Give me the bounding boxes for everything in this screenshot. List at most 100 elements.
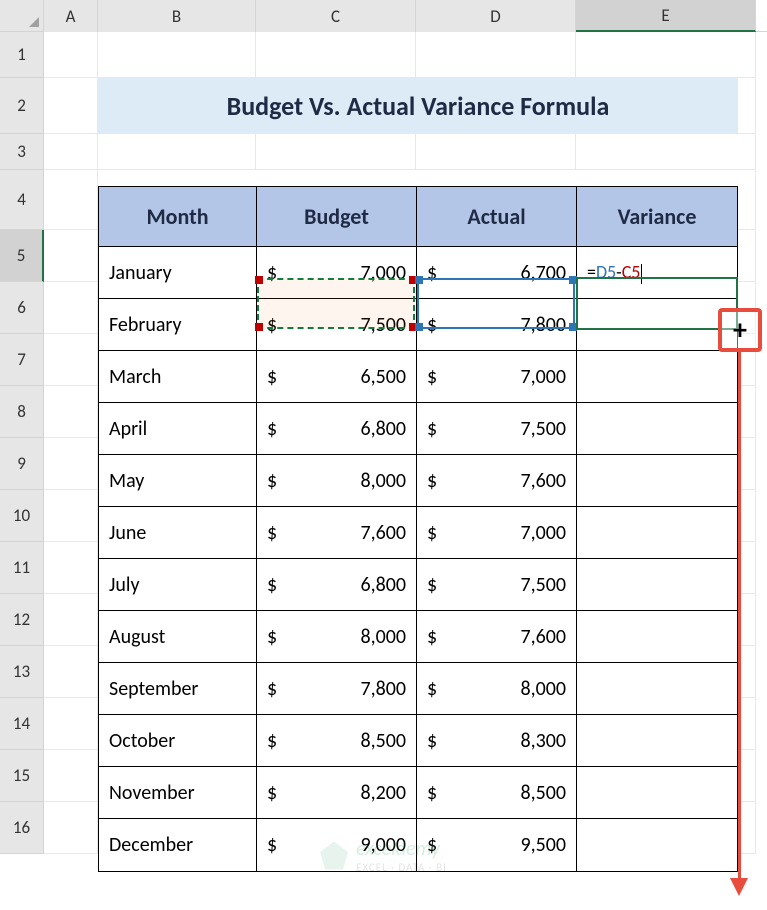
cell-variance[interactable] — [577, 403, 737, 455]
select-all-corner[interactable] — [0, 0, 44, 32]
cell-budget[interactable]: $7,800 — [257, 663, 417, 715]
col-header-E[interactable]: E — [576, 0, 756, 32]
cell-actual[interactable]: $7,000 — [417, 507, 577, 559]
row-header-7[interactable]: 7 — [0, 334, 44, 386]
cell-A4[interactable] — [44, 170, 98, 230]
cell-A7[interactable] — [44, 334, 98, 386]
cell-actual[interactable]: $6,700 — [417, 247, 577, 299]
cell-month[interactable]: January — [99, 247, 257, 299]
fill-handle-icon[interactable]: + — [733, 316, 747, 344]
cell-budget[interactable]: $7,000 — [257, 247, 417, 299]
cell-A16[interactable] — [44, 802, 98, 854]
cell-variance[interactable] — [577, 507, 737, 559]
cell-variance[interactable] — [577, 715, 737, 767]
row-header-10[interactable]: 10 — [0, 490, 44, 542]
cell-month[interactable]: August — [99, 611, 257, 663]
row-header-16[interactable]: 16 — [0, 802, 44, 854]
cell-actual[interactable]: $7,500 — [417, 403, 577, 455]
header-actual[interactable]: Actual — [417, 187, 577, 247]
cell-budget[interactable]: $8,500 — [257, 715, 417, 767]
row-header-14[interactable]: 14 — [0, 698, 44, 750]
col-header-A[interactable]: A — [44, 0, 98, 32]
row-header-6[interactable]: 6 — [0, 282, 44, 334]
cell-A3[interactable] — [44, 134, 98, 170]
cell-month[interactable]: May — [99, 455, 257, 507]
cell-A8[interactable] — [44, 386, 98, 438]
col-header-C[interactable]: C — [256, 0, 416, 32]
row-header-2[interactable]: 2 — [0, 78, 44, 134]
cell-variance[interactable] — [577, 351, 737, 403]
row-header-5[interactable]: 5 — [0, 230, 44, 282]
cell-month[interactable]: April — [99, 403, 257, 455]
cell-A10[interactable] — [44, 490, 98, 542]
cell-variance[interactable] — [577, 455, 737, 507]
header-month[interactable]: Month — [99, 187, 257, 247]
watermark-tagline: EXCEL · DATA · BI — [356, 861, 447, 874]
row-header-11[interactable]: 11 — [0, 542, 44, 594]
cell-actual[interactable]: $7,600 — [417, 611, 577, 663]
cell-month[interactable]: December — [99, 819, 257, 871]
cell-B3[interactable] — [98, 134, 256, 170]
cell-A6[interactable] — [44, 282, 98, 334]
watermark-logo-icon — [320, 842, 348, 870]
cell-A15[interactable] — [44, 750, 98, 802]
cell-month[interactable]: February — [99, 299, 257, 351]
header-budget[interactable]: Budget — [257, 187, 417, 247]
cell-budget[interactable]: $6,500 — [257, 351, 417, 403]
cell-month[interactable]: October — [99, 715, 257, 767]
row-header-4[interactable]: 4 — [0, 170, 44, 230]
col-header-D[interactable]: D — [416, 0, 576, 32]
cell-month[interactable]: November — [99, 767, 257, 819]
cell-variance[interactable] — [577, 559, 737, 611]
cell-variance[interactable] — [577, 663, 737, 715]
cell-A13[interactable] — [44, 646, 98, 698]
row-header-3[interactable]: 3 — [0, 134, 44, 170]
cell-month[interactable]: June — [99, 507, 257, 559]
col-header-B[interactable]: B — [98, 0, 256, 32]
row-header-8[interactable]: 8 — [0, 386, 44, 438]
cell-A11[interactable] — [44, 542, 98, 594]
cell-budget[interactable]: $7,600 — [257, 507, 417, 559]
cell-A5[interactable] — [44, 230, 98, 282]
cell-A12[interactable] — [44, 594, 98, 646]
header-variance[interactable]: Variance — [577, 187, 737, 247]
cell-budget[interactable]: $6,800 — [257, 403, 417, 455]
cell-A9[interactable] — [44, 438, 98, 490]
cell-actual[interactable]: $7,800 — [417, 299, 577, 351]
cell-A14[interactable] — [44, 698, 98, 750]
cell-actual[interactable]: $8,500 — [417, 767, 577, 819]
row-header-13[interactable]: 13 — [0, 646, 44, 698]
cell-budget[interactable]: $7,500 — [257, 299, 417, 351]
cell-actual[interactable]: $7,500 — [417, 559, 577, 611]
cell-variance[interactable] — [577, 611, 737, 663]
cell-actual[interactable]: $8,000 — [417, 663, 577, 715]
cell-variance[interactable]: =D5-C5 — [577, 247, 737, 299]
cell-C3[interactable] — [256, 134, 416, 170]
cell-D3[interactable] — [416, 134, 576, 170]
row-header-9[interactable]: 9 — [0, 438, 44, 490]
cell-D1[interactable] — [416, 32, 576, 78]
cell-budget[interactable]: $6,800 — [257, 559, 417, 611]
cell-month[interactable]: September — [99, 663, 257, 715]
cell-variance[interactable] — [577, 767, 737, 819]
cell-budget[interactable]: $8,000 — [257, 611, 417, 663]
row-header-15[interactable]: 15 — [0, 750, 44, 802]
cell-actual[interactable]: $8,300 — [417, 715, 577, 767]
column-headers: A B C D E — [0, 0, 767, 32]
row-header-1[interactable]: 1 — [0, 32, 44, 78]
cell-E1[interactable] — [576, 32, 756, 78]
cell-month[interactable]: March — [99, 351, 257, 403]
cell-actual[interactable]: $7,600 — [417, 455, 577, 507]
cell-variance[interactable] — [577, 819, 737, 871]
cell-actual[interactable]: $7,000 — [417, 351, 577, 403]
cell-budget[interactable]: $8,200 — [257, 767, 417, 819]
cell-variance[interactable] — [577, 299, 737, 351]
cell-month[interactable]: July — [99, 559, 257, 611]
cell-C1[interactable] — [256, 32, 416, 78]
cell-B1[interactable] — [98, 32, 256, 78]
row-header-12[interactable]: 12 — [0, 594, 44, 646]
cell-E3[interactable] — [576, 134, 756, 170]
cell-A1[interactable] — [44, 32, 98, 78]
cell-A2[interactable] — [44, 78, 98, 134]
cell-budget[interactable]: $8,000 — [257, 455, 417, 507]
